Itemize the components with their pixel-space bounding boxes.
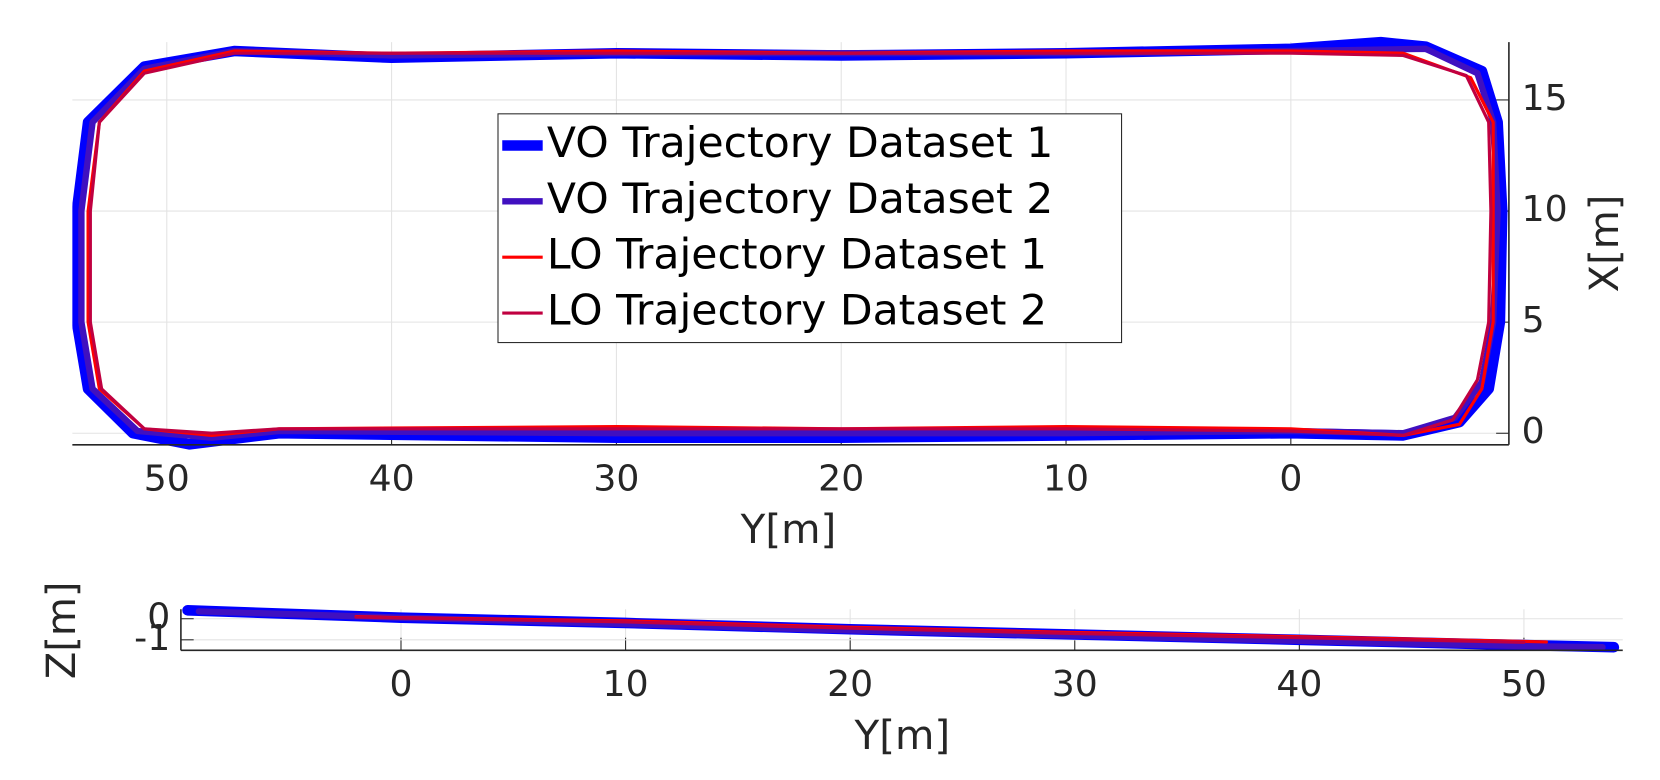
x-tick-label: 0 (389, 664, 412, 705)
y-tick-label: 0 (1522, 411, 1545, 452)
x-tick-label: 40 (369, 459, 415, 500)
y-tick-label: 0 (147, 597, 170, 638)
subplot: 0 10 20 30 40 50-10Y[m]Z[m] (39, 581, 1623, 759)
x-tick-label: 30 (593, 459, 639, 500)
y-tick-label: 5 (1522, 300, 1545, 341)
y-tick-label: 10 (1522, 189, 1568, 230)
x-tick-label: 10 (1043, 459, 1089, 500)
legend-label: VO Trajectory Dataset 2 (547, 174, 1053, 223)
x-tick-label: 50 (1501, 664, 1547, 705)
x-tick-label: 20 (827, 664, 873, 705)
x-tick-label: 20 (818, 459, 864, 500)
x-axis-label: Y[m] (740, 507, 837, 553)
x-tick-label: 40 (1276, 664, 1322, 705)
legend: VO Trajectory Dataset 1 VO Trajectory Dat… (497, 113, 1123, 344)
trajectory-line (354, 615, 1526, 644)
trajectory-line (88, 51, 1493, 438)
subplot: 50 40 30 20 10 0 0 5 10 15 Y[m] X[m] VO Trajectory D… (72, 36, 1628, 553)
legend-label: LO Trajectory Dataset 1 (547, 230, 1047, 279)
legend-label: LO Trajectory Dataset 2 (547, 286, 1047, 335)
x-tick-label: 50 (144, 459, 190, 500)
x-tick-label: 0 (1279, 459, 1302, 500)
legend-label: VO Trajectory Dataset 1 (547, 118, 1053, 167)
y-axis-label: X[m] (1582, 195, 1628, 293)
x-tick-label: 30 (1052, 664, 1098, 705)
y-tick-label: 15 (1522, 78, 1568, 119)
y-tick-label: -1 (134, 618, 170, 659)
y-axis-label: Z[m] (39, 581, 85, 679)
x-axis-label: Y[m] (854, 713, 951, 759)
x-tick-label: 10 (603, 664, 649, 705)
legend-box (497, 113, 1123, 344)
